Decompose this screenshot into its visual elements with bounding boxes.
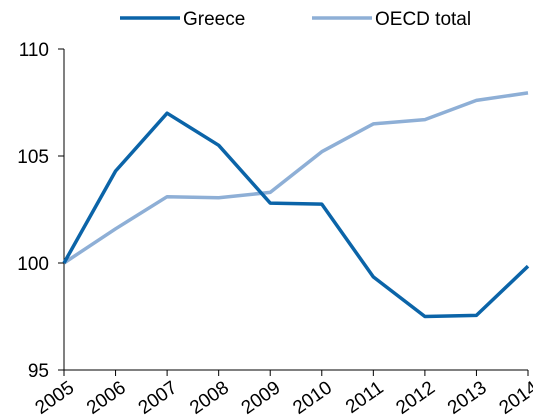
- x-tick-label: 2012: [392, 377, 439, 418]
- x-tick-label: 2008: [186, 377, 233, 418]
- x-tick-label: 2014: [496, 377, 533, 419]
- x-tick-label: 2010: [289, 377, 336, 418]
- y-tick-label: 95: [28, 361, 49, 382]
- legend: Greece OECD total: [120, 9, 471, 30]
- x-tick-label: 2005: [32, 377, 79, 418]
- series-layer: [62, 91, 530, 319]
- y-tick-label: 100: [17, 254, 49, 275]
- x-axis: 2005 2006 2007 2008 2009 2010 2011 2012 2013 2014: [32, 369, 533, 419]
- y-tick-label: 105: [17, 147, 49, 168]
- series-line-greece: [62, 111, 530, 319]
- x-tick-label: 2013: [444, 377, 491, 418]
- y-tick-label: 110: [19, 40, 49, 61]
- y-axis: 95 100 105 110: [17, 40, 65, 382]
- x-tick-label: 2006: [83, 377, 130, 418]
- x-tick-label: 2011: [342, 377, 388, 418]
- legend-label-oecd-total: OECD total: [375, 9, 471, 30]
- series-line-oecd-total: [63, 91, 529, 265]
- legend-label-greece: Greece: [183, 9, 245, 30]
- x-tick-label: 2007: [135, 377, 182, 418]
- x-tick-label: 2009: [238, 377, 285, 418]
